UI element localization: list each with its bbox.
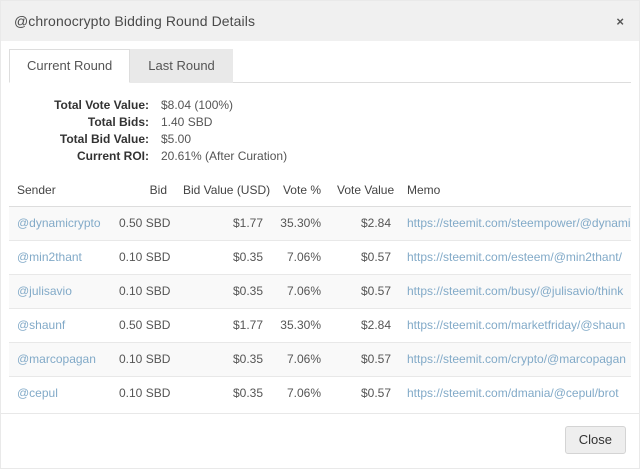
memo-link[interactable]: https://steemit.com/dmania/@cepul/brot	[407, 386, 619, 400]
memo-link[interactable]: https://steemit.com/esteem/@min2thant/	[407, 250, 622, 264]
summary-label: Total Vote Value:	[54, 98, 149, 112]
sender-cell: @cepul	[9, 376, 111, 410]
summary-row-total-vote-value: Total Vote Value: $8.04 (100%)	[9, 97, 631, 114]
bid-value-cell: $0.35	[175, 342, 271, 377]
vote-value-cell: $0.57	[329, 342, 399, 377]
bid-value-cell: $0.35	[175, 274, 271, 309]
table-row: @min2thant 0.10 SBD $0.35 7.06% $0.57 ht…	[9, 240, 631, 275]
summary-row-current-roi: Current ROI: 20.61% (After Curation)	[9, 148, 631, 165]
sender-link[interactable]: @cepul	[17, 386, 58, 400]
bid-cell: 0.50 SBD	[119, 216, 171, 230]
vote-value-cell: $0.57	[329, 240, 399, 275]
modal-header: @chronocrypto Bidding Round Details ×	[1, 1, 639, 41]
bid-cell: 0.10 SBD	[111, 274, 175, 309]
vote-value-cell: $0.57	[329, 376, 399, 410]
sender-link[interactable]: @marcopagan	[17, 352, 96, 366]
summary-row-total-bid-value: Total Bid Value: $5.00	[9, 131, 631, 148]
col-header-bid: Bid	[111, 175, 175, 207]
sender-cell: @min2thant	[9, 240, 111, 275]
sender-link[interactable]: @dynamicrypto	[17, 216, 101, 230]
sender-link[interactable]: @shaunf	[17, 318, 66, 332]
memo-cell: https://steemit.com/crypto/@marcopagan	[399, 342, 631, 377]
modal-footer: Close	[1, 413, 639, 468]
memo-cell: https://steemit.com/esteem/@min2thant/	[399, 240, 631, 275]
tab-bar: Current Round Last Round	[9, 49, 631, 83]
sender-cell: @dynamicrypto	[9, 207, 111, 241]
vote-pct-cell: 7.06%	[271, 342, 329, 377]
table-row: @shaunf 0.50 SBD $1.77 35.30% $2.84 http…	[9, 308, 631, 343]
memo-cell: https://steemit.com/steempower/@dynami	[399, 207, 631, 241]
table-row: @cepul 0.10 SBD $0.35 7.06% $0.57 https:…	[9, 376, 631, 410]
bid-cell: 0.10 SBD	[111, 342, 175, 377]
bids-table: Sender Bid Bid Value (USD) Vote % Vote V…	[9, 175, 631, 410]
sender-cell: @shaunf	[9, 308, 111, 343]
memo-link[interactable]: https://steemit.com/busy/@julisavio/thin…	[407, 284, 624, 298]
table-row: @marcopagan 0.10 SBD $0.35 7.06% $0.57 h…	[9, 342, 631, 377]
vote-pct-cell: 7.06%	[271, 274, 329, 309]
bid-cell: 0.50 SBD	[111, 308, 175, 343]
close-button[interactable]: Close	[564, 426, 626, 454]
memo-cell: https://steemit.com/marketfriday/@shaun	[399, 308, 631, 343]
modal-title: @chronocrypto Bidding Round Details	[14, 13, 256, 29]
vote-value-cell: $0.57	[329, 274, 399, 309]
vote-pct-cell: 35.30%	[271, 308, 329, 343]
bid-cell: 0.10 SBD	[111, 240, 175, 275]
col-header-vote-pct: Vote %	[271, 175, 329, 207]
sender-cell: @marcopagan	[9, 342, 111, 377]
sender-link[interactable]: @min2thant	[17, 250, 82, 264]
memo-cell: https://steemit.com/dmania/@cepul/brot	[399, 376, 631, 410]
memo-cell: https://steemit.com/busy/@julisavio/thin…	[399, 274, 631, 309]
vote-value-cell: $2.84	[329, 308, 399, 343]
col-header-memo: Memo	[399, 175, 631, 207]
summary-value: 20.61% (After Curation)	[161, 149, 288, 163]
vote-value-cell: $2.84	[360, 216, 391, 230]
col-header-vote-value: Vote Value	[329, 175, 399, 207]
table-header-row: Sender Bid Bid Value (USD) Vote % Vote V…	[9, 175, 631, 207]
summary-row-total-bids: Total Bids: 1.40 SBD	[9, 114, 631, 131]
summary-label: Current ROI:	[77, 149, 149, 163]
memo-link[interactable]: https://steemit.com/marketfriday/@shaun	[407, 318, 626, 332]
bid-value-cell: $1.77	[175, 308, 271, 343]
table-row: @dynamicrypto 0.50 SBD $1.77 35.30% $2.8…	[9, 206, 631, 241]
memo-link[interactable]: https://steemit.com/crypto/@marcopagan	[407, 352, 626, 366]
tab-current-round[interactable]: Current Round	[9, 49, 131, 83]
vote-pct-cell: 7.06%	[271, 376, 329, 410]
bid-cell: 0.10 SBD	[111, 376, 175, 410]
memo-link[interactable]: https://steemit.com/steempower/@dynami	[407, 216, 631, 230]
bid-value-cell: $0.35	[175, 240, 271, 275]
summary-label: Total Bid Value:	[59, 132, 149, 146]
col-header-sender: Sender	[9, 175, 111, 207]
round-summary: Total Vote Value: $8.04 (100%) Total Bid…	[9, 83, 631, 175]
bid-value-cell: $0.35	[175, 376, 271, 410]
col-header-bid-value: Bid Value (USD)	[175, 175, 271, 207]
sender-link[interactable]: @julisavio	[17, 284, 72, 298]
summary-value: $5.00	[161, 132, 192, 146]
bid-value-cell: $1.77	[232, 216, 263, 230]
vote-pct-cell: 35.30%	[280, 216, 321, 230]
modal-body: Current Round Last Round Total Vote Valu…	[1, 41, 639, 413]
table-row: @julisavio 0.10 SBD $0.35 7.06% $0.57 ht…	[9, 274, 631, 309]
summary-label: Total Bids:	[87, 115, 149, 129]
sender-cell: @julisavio	[9, 274, 111, 309]
summary-value: $8.04 (100%)	[161, 98, 234, 112]
tab-last-round[interactable]: Last Round	[130, 49, 233, 83]
close-icon[interactable]: ×	[616, 13, 624, 29]
summary-value: 1.40 SBD	[161, 115, 213, 129]
vote-pct-cell: 7.06%	[271, 240, 329, 275]
